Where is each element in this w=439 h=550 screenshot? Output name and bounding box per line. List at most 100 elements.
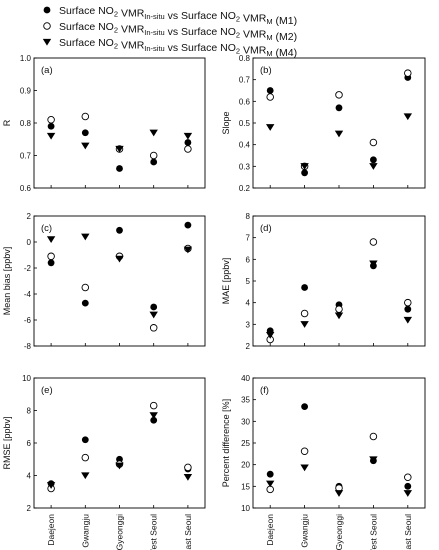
data-point-M4-gyeonggi [115,255,124,263]
panel-tag: (d) [260,223,272,234]
panel-d: 2 3 4 5 6 7 8 MAE [ppbv] (d) [221,212,426,351]
y-tick-label: 0.4 [239,141,251,150]
plot-frame [33,377,206,509]
y-tick-label: 0.2 [239,184,251,193]
data-point-M2-gwangju [81,453,90,462]
legend-label: Surface NO2 VMRIn-situ vs Surface NO2 VM… [59,37,297,59]
data-point-M1-west-seoul [150,303,158,311]
y-tick-label: 0.3 [239,162,251,171]
data-point-M4-daejeon [266,332,275,339]
legend-marker-filled-circle [43,6,51,14]
panel-tag: (e) [41,385,53,396]
data-point-M4-east-seoul [183,246,193,254]
data-point-M2-east-seoul [184,145,192,153]
data-point-M2-west-seoul [369,238,378,246]
data-point-M1-west-seoul [150,416,158,424]
panel-e: 2 4 6 8 10 RMSE [ppbv] (e) Daejeon Gwangju Gyeong… [2,374,206,550]
data-point-M1-daejeon [47,259,55,267]
legend: Surface NO2 VMRIn-situ vs Surface NO2 VM… [42,5,297,59]
legend-entry: Surface NO2 VMRIn-situ vs Surface NO2 VM… [42,37,297,59]
data-point-M4-gyeonggi [115,462,124,470]
y-tick-label: 5 [246,277,251,286]
x-category-label: Daejeon [46,514,56,546]
data-point-M4-gwangju [300,321,309,328]
legend-label: Surface NO2 VMRIn-situ vs Surface NO2 VM… [59,21,297,43]
y-tick-label: 0.9 [20,87,32,96]
data-point-M2-west-seoul [149,151,158,160]
legend-entry: Surface NO2 VMRIn-situ vs Surface NO2 VM… [43,5,297,27]
data-point-M4-west-seoul [369,260,378,268]
y-tick-label: 35 [241,396,250,405]
data-point-M4-daejeon [46,482,56,489]
data-point-M4-gyeonggi [334,312,344,320]
panel-tag: (b) [260,65,272,76]
x-category-label: Gwangju [300,514,310,548]
y-tick-label: 2 [27,504,32,513]
x-category-label: West Seoul [149,514,159,550]
y-axis-label: RMSE [ppbv] [2,416,12,469]
data-point-M2-gwangju [81,112,90,121]
y-tick-label: 20 [241,461,250,470]
panel-tag: (c) [41,223,52,234]
y-tick-label: 2 [246,342,251,351]
data-point-M2-east-seoul [404,69,412,77]
data-point-M4-west-seoul [369,163,378,170]
x-category-label: West Seoul [368,514,378,550]
data-point-M1-west-seoul [370,156,377,164]
y-tick-label: 25 [241,439,250,448]
y-tick-label: -2 [24,264,32,273]
data-point-M1-gyeonggi [116,226,123,234]
y-tick-label: 4 [27,472,32,481]
y-tick-label: 6 [246,255,251,264]
data-point-M4-gyeonggi [115,145,124,153]
y-tick-label: 6 [27,439,32,448]
data-point-M2-gwangju [300,309,309,318]
x-category-label: East Seoul [403,514,413,550]
data-point-M2-daejeon [47,252,55,261]
data-point-M2-west-seoul [369,432,378,441]
y-tick-label: 2 [27,212,32,221]
x-category-label: East Seoul [183,514,193,550]
panel-b: 0.2 0.3 0.4 0.5 0.6 0.7 0.8 Slope (b) [221,54,426,193]
panel-a: 0.6 0.7 0.8 0.9 1.0 R (a) [2,54,206,193]
y-tick-label: 10 [22,374,31,383]
data-point-M2-gyeonggi [335,305,343,313]
y-axis-label: Slope [221,111,231,134]
x-category-label: Gwangju [80,514,90,548]
data-point-M1-daejeon [266,87,274,94]
data-point-M1-daejeon [266,470,274,478]
y-tick-label: 7 [246,234,251,243]
data-point-M1-gyeonggi [116,165,123,172]
data-point-M4-daejeon [266,480,275,488]
data-point-M4-gwangju [81,472,90,480]
y-tick-label: 0.7 [20,152,32,161]
y-tick-label: 4 [246,299,251,308]
panel-f: 10 15 20 25 30 35 40 Percent difference [%] (f) D… [221,374,426,550]
y-tick-label: 1.0 [20,54,32,63]
y-tick-label: 0.7 [239,76,251,85]
y-tick-label: 15 [241,482,250,491]
data-point-M4-gyeonggi [334,490,344,497]
data-point-M4-daejeon [46,236,56,243]
plot-frame [252,215,426,347]
data-point-M4-gwangju [300,163,309,170]
data-point-M4-east-seoul [183,473,193,481]
y-tick-label: 0.8 [239,54,251,63]
legend-marker-filled-triangle-down [42,38,52,46]
x-category-label: Gyeonggi [115,514,125,550]
plot-frame [252,57,426,189]
data-point-M2-east-seoul [404,298,412,307]
panel-tag: (f) [260,385,269,396]
data-point-M2-gyeonggi [335,91,343,99]
data-point-M1-gwangju [301,284,308,291]
data-point-M4-east-seoul [183,132,193,140]
data-point-M4-daejeon [46,132,56,140]
data-point-M1-gwangju [81,299,89,307]
data-point-M4-east-seoul [403,316,412,324]
legend-entry: Surface NO2 VMRIn-situ vs Surface NO2 VM… [43,21,297,43]
data-point-M4-gwangju [81,233,90,241]
y-tick-label: 0 [27,238,32,247]
data-point-M1-gwangju [81,129,89,137]
data-point-M4-gwangju [300,464,309,472]
